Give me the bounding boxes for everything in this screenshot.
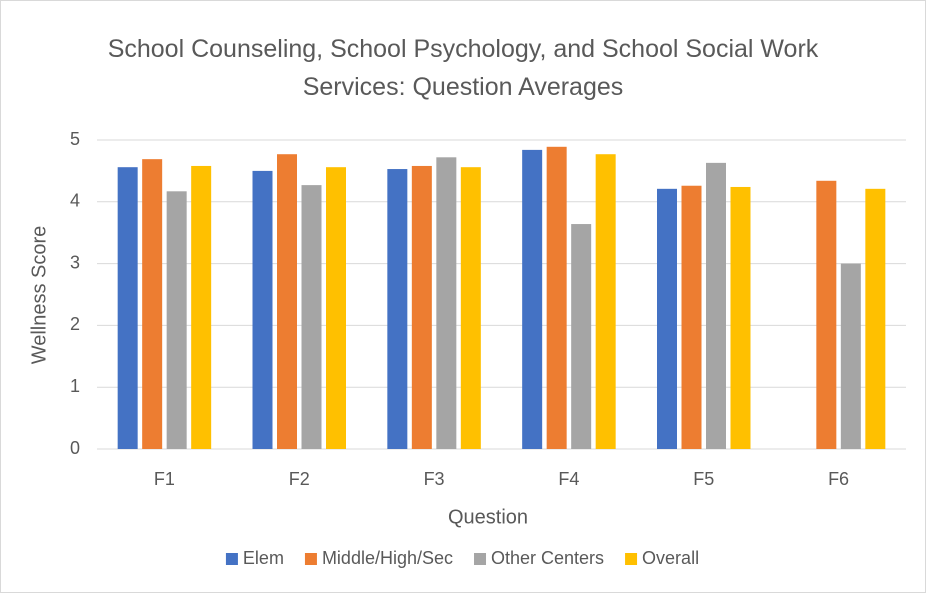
y-axis-label: Wellness Score — [28, 226, 50, 365]
bar — [277, 154, 297, 450]
bar — [166, 191, 187, 449]
bar — [142, 159, 163, 449]
bar — [387, 169, 408, 449]
x-tick-label: F3 — [424, 469, 445, 489]
bar — [411, 165, 432, 449]
x-tick-label: F2 — [289, 469, 310, 489]
bar — [840, 263, 861, 449]
y-tick-label: 2 — [70, 314, 80, 334]
bar — [546, 146, 567, 449]
bar — [252, 170, 273, 449]
bar — [326, 167, 346, 449]
bar — [301, 185, 322, 449]
y-tick-label: 5 — [70, 129, 80, 149]
legend-swatch — [474, 553, 487, 565]
legend-swatch — [225, 553, 238, 565]
y-tick-label: 1 — [70, 376, 80, 396]
legend-label: Elem — [243, 548, 284, 568]
bar — [460, 167, 481, 449]
bar — [191, 165, 212, 449]
legend-label: Middle/High/Sec — [322, 548, 453, 568]
y-tick-label: 4 — [70, 191, 80, 211]
bar — [730, 186, 751, 449]
bar — [436, 157, 457, 449]
bar — [117, 167, 138, 449]
bar — [816, 180, 837, 449]
x-tick-label: F4 — [558, 469, 579, 489]
x-tick-label: F1 — [154, 469, 175, 489]
legend-label: Other Centers — [491, 548, 604, 568]
x-tick-label: F6 — [828, 469, 849, 489]
y-tick-label: 3 — [70, 252, 80, 272]
chart-title: School Counseling, School Psychology, an… — [107, 35, 819, 101]
legend-label: Overall — [642, 548, 699, 568]
bar — [595, 154, 616, 450]
legend-swatch — [625, 553, 638, 565]
x-tick-label: F5 — [693, 469, 714, 489]
bar — [865, 188, 886, 449]
bar — [571, 224, 592, 449]
x-axis-label: Question — [448, 506, 528, 528]
y-tick-label: 0 — [70, 438, 80, 458]
bar — [522, 149, 543, 449]
bar — [681, 185, 702, 449]
legend-swatch — [304, 553, 317, 565]
bar — [706, 162, 726, 449]
bar — [657, 188, 677, 449]
